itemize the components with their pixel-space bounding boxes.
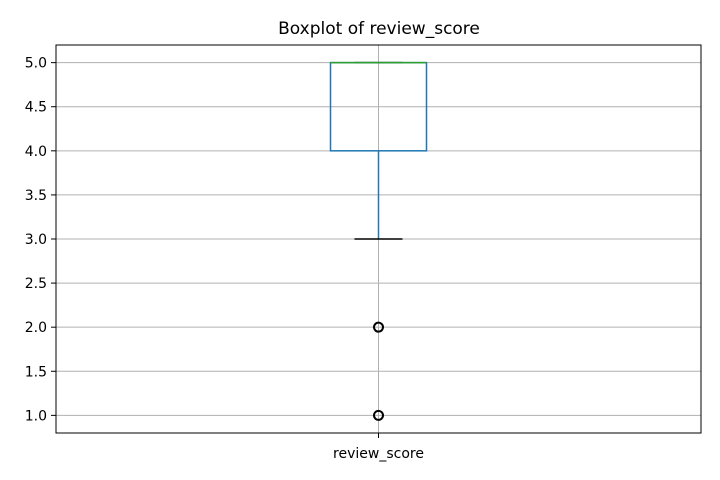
y-tick-label: 1.5 bbox=[25, 364, 47, 380]
outlier-point bbox=[373, 409, 384, 421]
y-tick-label: 5.0 bbox=[25, 56, 47, 72]
y-tick-label: 2.0 bbox=[25, 320, 47, 336]
y-tick-label: 4.5 bbox=[25, 100, 47, 116]
x-tick-label: review_score bbox=[333, 446, 424, 462]
y-tick-label: 4.0 bbox=[25, 144, 47, 160]
y-tick-label: 3.0 bbox=[25, 232, 47, 248]
axis-ticks: 1.0 1.5 2.0 2.5 3.0 3.5 4.0 4.5 5.0 review_score bbox=[25, 56, 424, 462]
outlier-point bbox=[373, 321, 384, 333]
y-tick-label: 2.5 bbox=[25, 276, 47, 292]
chart-title: Boxplot of review_score bbox=[278, 19, 480, 39]
y-tick-label: 3.5 bbox=[25, 188, 47, 204]
y-tick-label: 1.0 bbox=[25, 408, 47, 424]
plot-marks bbox=[329, 61, 428, 421]
